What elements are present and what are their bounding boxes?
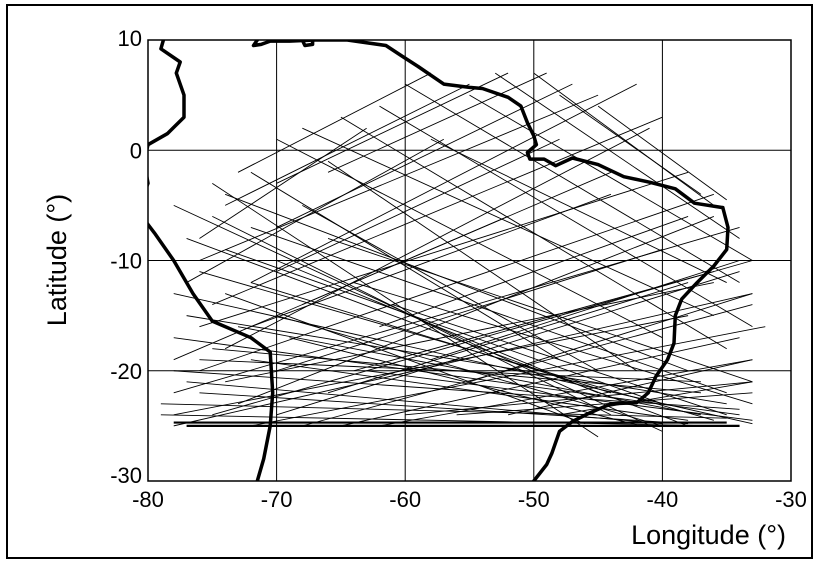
track-line-16	[276, 260, 599, 394]
track-line-42	[289, 337, 637, 426]
track-line-49	[237, 215, 715, 405]
y-tick-label-1: 0	[130, 138, 142, 163]
track-line-36	[494, 72, 740, 239]
track-line-33	[392, 304, 727, 416]
x-tick-label-1: -70	[261, 487, 293, 512]
coastline-east	[532, 205, 730, 481]
track-line-51	[224, 127, 650, 350]
track-line-68	[276, 249, 663, 372]
track-line-0	[212, 182, 599, 438]
track-line-62	[340, 337, 740, 427]
y-tick-label-3: -20	[110, 359, 142, 384]
track-line-65	[225, 282, 714, 383]
track-line-30	[327, 238, 753, 383]
track-line-66	[405, 381, 753, 416]
y-tick-label-0: 10	[118, 26, 142, 51]
plot-border	[147, 39, 792, 482]
track-line-73	[173, 215, 509, 361]
track-line-39	[597, 105, 727, 201]
track-line-80	[559, 381, 753, 416]
x-tick-labels: -80 -70 -60 -50 -40 -30	[132, 487, 807, 512]
track-line-78	[276, 138, 560, 272]
track-line-47	[250, 326, 766, 427]
track-line-45	[212, 260, 753, 416]
track-line-60	[237, 72, 432, 173]
track-line-58	[327, 72, 547, 173]
x-axis-title: Longitude (°)	[631, 520, 786, 550]
track-line-37	[533, 72, 715, 206]
track-line-67	[456, 392, 753, 416]
track-line-43	[199, 193, 714, 372]
x-tick-label-0: -80	[132, 487, 164, 512]
y-tick-label-2: -10	[110, 249, 142, 274]
track-line-63	[379, 359, 753, 427]
x-tick-label-3: -50	[518, 487, 550, 512]
y-tick-labels: 10 0 -10 -20 -30	[110, 26, 142, 488]
track-line-27	[404, 83, 740, 283]
track-line-24	[340, 116, 727, 350]
x-tick-label-2: -60	[389, 487, 421, 512]
track-line-70	[250, 193, 612, 328]
track-line-40	[366, 370, 753, 421]
figure-frame: -80 -70 -60 -50 -40 -30 10 0 -10 -20 -30 Longitud…	[6, 4, 813, 559]
track-line-75	[430, 260, 740, 361]
track-line-7	[186, 315, 727, 405]
track-line-54	[250, 83, 637, 283]
track-line-22	[250, 226, 727, 394]
coastline-west	[148, 40, 275, 481]
track-line-56	[224, 83, 470, 206]
track-line-53	[199, 94, 599, 261]
track-line-10	[173, 370, 740, 410]
track-line-26	[302, 127, 715, 317]
x-tick-label-4: -40	[647, 487, 679, 512]
track-line-64	[173, 315, 689, 416]
track-map: -80 -70 -60 -50 -40 -30 10 0 -10 -20 -30 Longitud…	[42, 26, 807, 550]
track-line-79	[507, 359, 753, 416]
track-line-34	[430, 138, 727, 283]
x-tick-label-5: -30	[775, 487, 807, 512]
track-line-74	[186, 138, 444, 283]
track-line-3	[186, 238, 689, 427]
track-line-15	[237, 326, 702, 416]
track-line-29	[160, 414, 714, 427]
track-line-23	[199, 359, 701, 383]
track-line-76	[469, 293, 753, 383]
track-line-52	[212, 116, 663, 306]
track-line-48	[199, 171, 689, 328]
track-line-77	[379, 215, 689, 328]
track-line-41	[225, 293, 586, 425]
track-line-4	[225, 249, 663, 405]
track-line-35	[469, 94, 753, 261]
track-line-31	[353, 282, 753, 405]
track-line-59	[199, 127, 367, 239]
track-line-69	[327, 282, 689, 394]
coastline-caribbean	[300, 40, 315, 48]
track-line-17	[302, 204, 599, 372]
track-line-57	[276, 72, 509, 184]
y-tick-label-4: -30	[110, 463, 142, 488]
track-line-61	[302, 304, 753, 427]
y-axis-title: Latitude (°)	[42, 194, 72, 326]
track-line-50	[276, 271, 740, 416]
